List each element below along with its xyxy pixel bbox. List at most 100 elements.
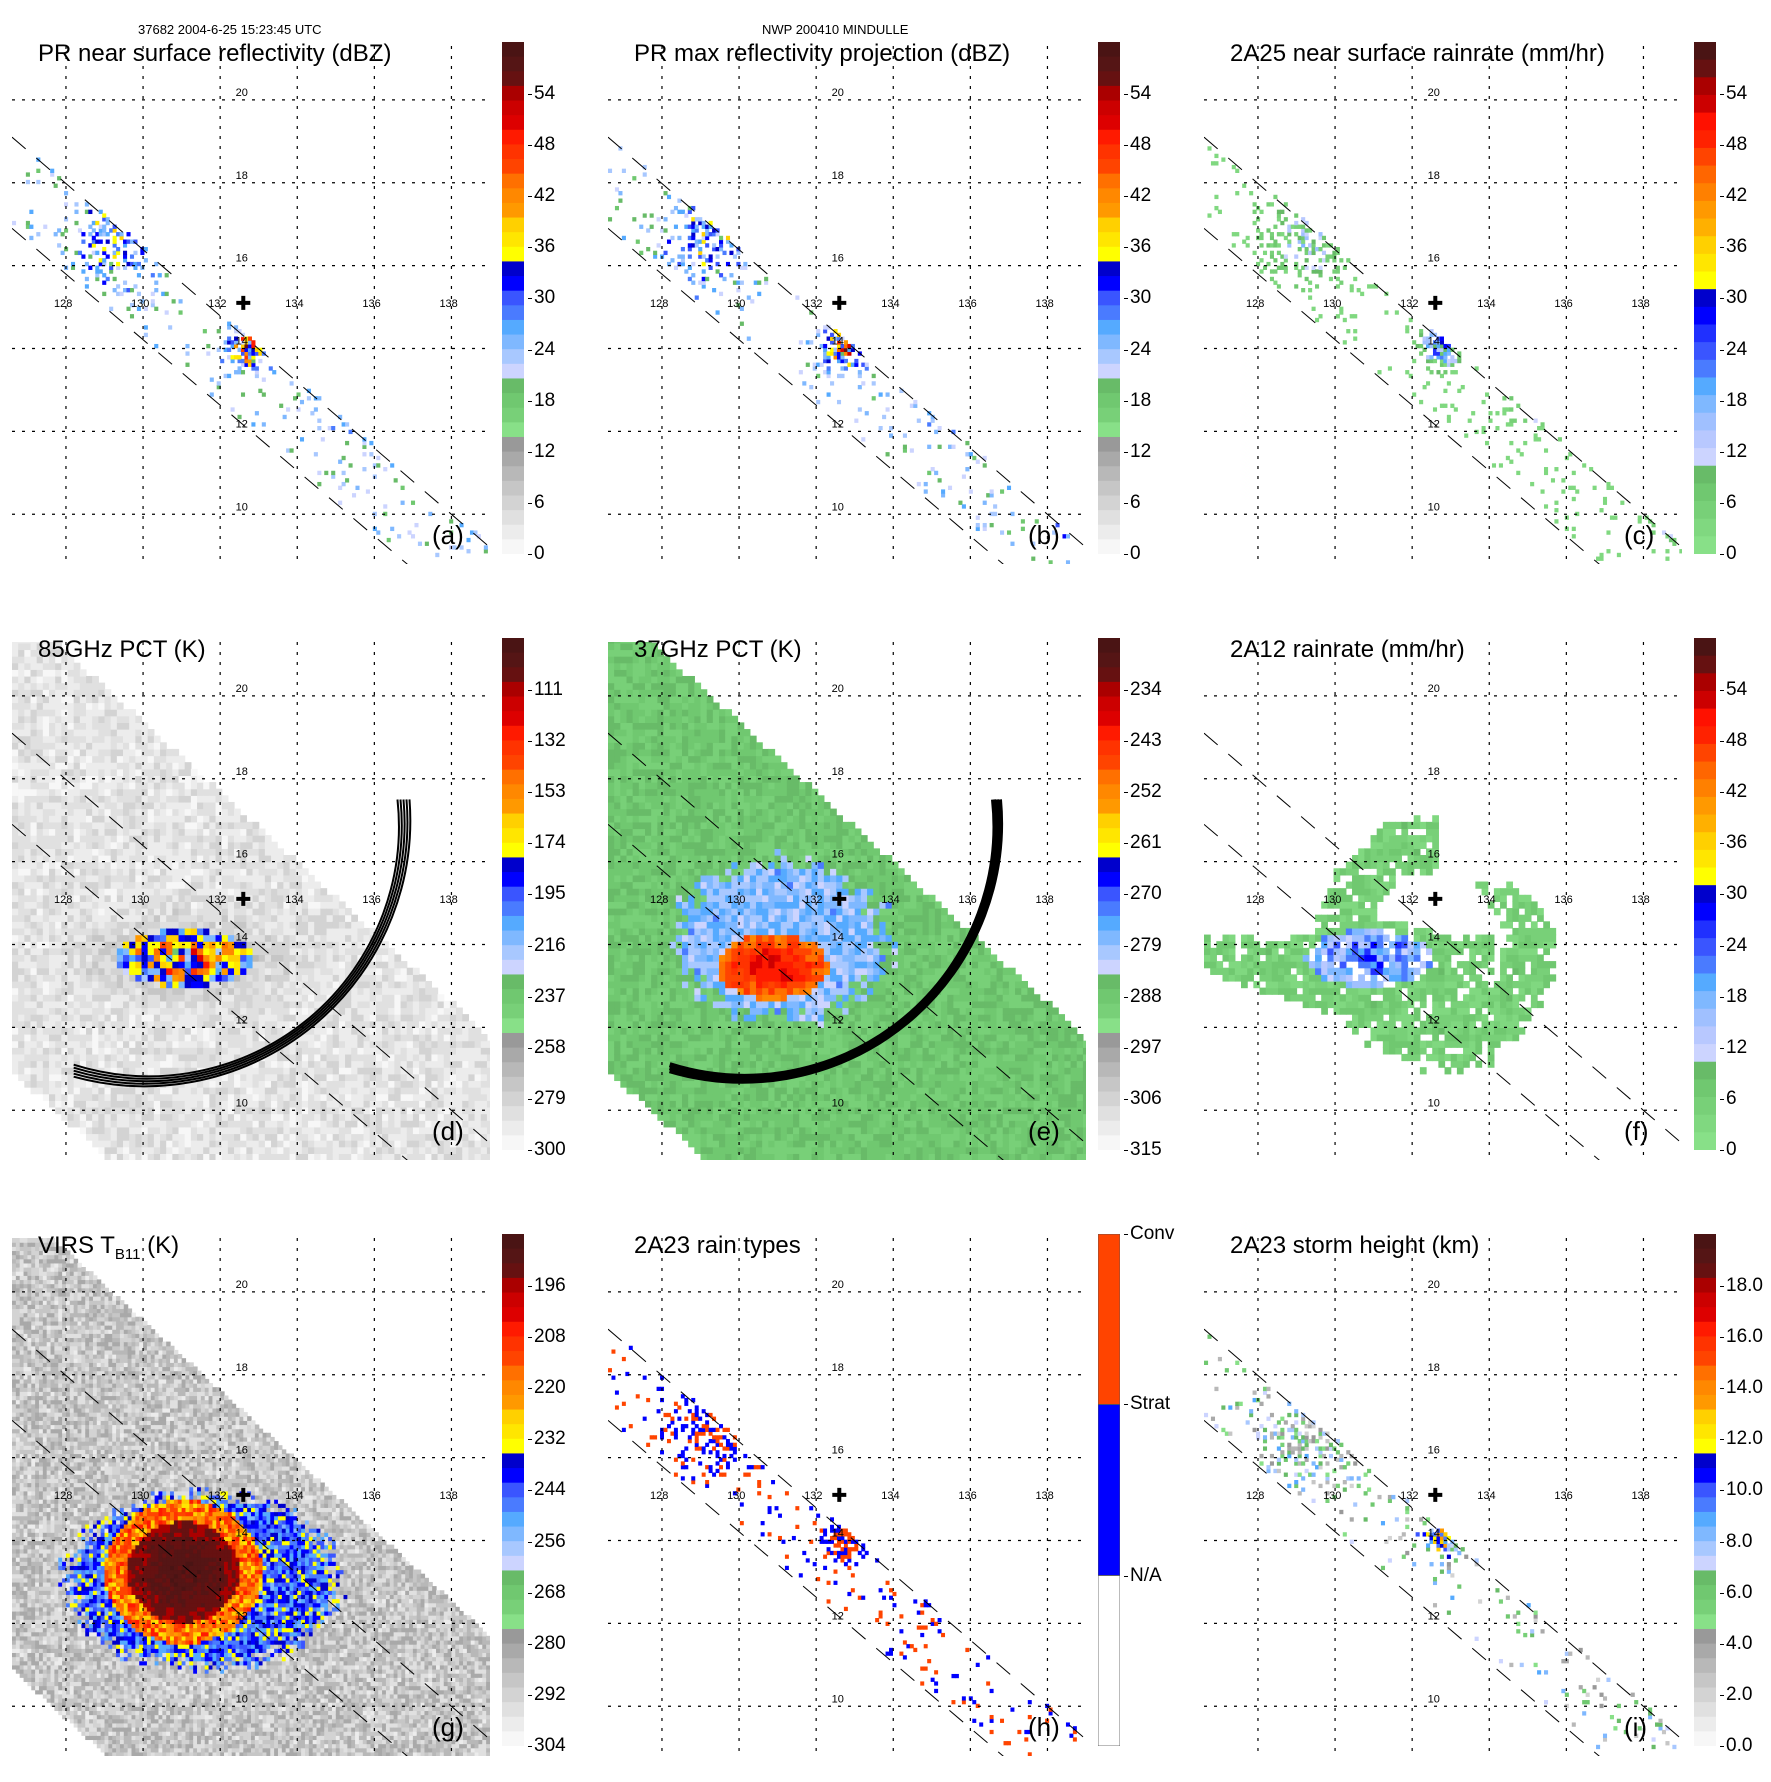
panel-label: (b) — [1028, 520, 1060, 551]
colorbar-tick-label: 270 — [1130, 883, 1162, 905]
lon-tick-label: 136 — [1554, 894, 1572, 906]
colorbar-tick-label: 279 — [1130, 935, 1162, 957]
colorbar-segment — [1694, 1702, 1716, 1717]
lon-tick-label: 134 — [881, 298, 899, 310]
data-field — [1204, 1335, 1676, 1750]
lat-tick-label: 14 — [832, 1528, 844, 1540]
colorbar-tick-label: 18.0 — [1726, 1275, 1763, 1297]
colorbar-tick-label: 48 — [1726, 134, 1747, 156]
colorbar-segment — [1694, 797, 1716, 815]
colorbar-segment — [1098, 232, 1120, 247]
colorbar-segment — [1694, 1541, 1716, 1556]
colorbar-segment — [1098, 1135, 1120, 1150]
panel-label: (e) — [1028, 1116, 1060, 1147]
lat-tick-label: 20 — [236, 1279, 248, 1291]
colorbar-segment — [1694, 1263, 1716, 1278]
colorbar-segment — [1098, 42, 1120, 57]
colorbar-segment — [1694, 166, 1716, 184]
colorbar — [1098, 42, 1120, 554]
colorbar-segment — [1694, 1097, 1716, 1115]
panel-title-text: 85GHz PCT (K) — [38, 636, 206, 663]
colorbar-segment — [502, 887, 524, 902]
panel-label: (d) — [432, 1116, 464, 1147]
lon-tick-label: 138 — [1631, 894, 1649, 906]
lat-tick-label: 16 — [832, 253, 844, 265]
lon-tick-label: 138 — [1035, 298, 1053, 310]
colorbar-tick-label: 0.0 — [1726, 1735, 1752, 1757]
colorbar-segment — [502, 364, 524, 379]
lat-tick-label: 20 — [832, 87, 844, 99]
colorbar-tick-label: 258 — [534, 1037, 566, 1059]
colorbar-tick-label: 2.0 — [1726, 1684, 1752, 1706]
colorbar-segment — [1694, 1293, 1716, 1308]
colorbar-segment — [1694, 744, 1716, 762]
colorbar-segment — [1098, 887, 1120, 902]
colorbar-segment — [1694, 1717, 1716, 1732]
colorbar-tick-label: 54 — [534, 83, 555, 105]
colorbar-segment — [1098, 755, 1120, 770]
lon-tick-label: 136 — [362, 1490, 380, 1502]
panel-label: (g) — [432, 1712, 464, 1743]
colorbar-segment — [1098, 1404, 1120, 1575]
colorbar-segment — [1694, 1079, 1716, 1097]
colorbar-segment — [502, 653, 524, 668]
pr-swath-edge — [608, 1420, 1086, 1756]
pr-swath-edge — [1204, 228, 1682, 564]
colorbar-segment — [1694, 762, 1716, 780]
colorbar-segment — [1098, 682, 1120, 697]
panel-title: PR max reflectivity projection (dBZ) — [634, 40, 1010, 68]
panel-label: (a) — [432, 520, 464, 551]
lat-tick-label: 20 — [1428, 683, 1440, 695]
lon-tick-label: 130 — [131, 1490, 149, 1502]
colorbar-tick-label: 6 — [1726, 1088, 1737, 1110]
colorbar-segment — [502, 872, 524, 887]
colorbar-segment — [1098, 101, 1120, 116]
colorbar-tick-label: 268 — [534, 1582, 566, 1604]
colorbar-tick-label: 304 — [534, 1735, 566, 1757]
colorbar-segment — [1694, 1132, 1716, 1150]
lat-tick-label: 18 — [832, 766, 844, 778]
colorbar-segment — [502, 1731, 524, 1746]
colorbar-tick-label: Strat — [1130, 1393, 1170, 1415]
lon-tick-label: 128 — [54, 1490, 72, 1502]
colorbar-segment — [1694, 289, 1716, 307]
colorbar-segment — [502, 740, 524, 755]
colorbar-segment — [1694, 1278, 1716, 1293]
lon-tick-label: 138 — [439, 894, 457, 906]
colorbar-tick-label: 279 — [534, 1088, 566, 1110]
colorbar-segment — [1694, 956, 1716, 974]
colorbar-segment — [502, 452, 524, 467]
colorbar-segment — [1098, 770, 1120, 785]
lon-tick-label: 134 — [1477, 894, 1495, 906]
colorbar-segment — [1098, 960, 1120, 975]
colorbar-segment — [502, 1614, 524, 1629]
data-field — [1207, 146, 1682, 561]
colorbar-segment — [502, 857, 524, 872]
colorbar-segment — [1098, 86, 1120, 101]
lat-tick-label: 14 — [1428, 1528, 1440, 1540]
panel-title: 2A23 storm height (km) — [1230, 1232, 1479, 1260]
lat-tick-label: 16 — [1428, 253, 1440, 265]
lat-tick-label: 14 — [236, 932, 248, 944]
colorbar-tick-label: 36 — [1726, 236, 1747, 258]
lat-tick-label: 14 — [832, 336, 844, 348]
lat-tick-label: 14 — [1428, 932, 1440, 944]
lat-tick-label: 16 — [236, 1445, 248, 1457]
colorbar-segment — [502, 989, 524, 1004]
colorbar-tick-label: 6 — [534, 492, 545, 514]
colorbar-segment — [1694, 113, 1716, 131]
colorbar-tick-label: 297 — [1130, 1037, 1162, 1059]
